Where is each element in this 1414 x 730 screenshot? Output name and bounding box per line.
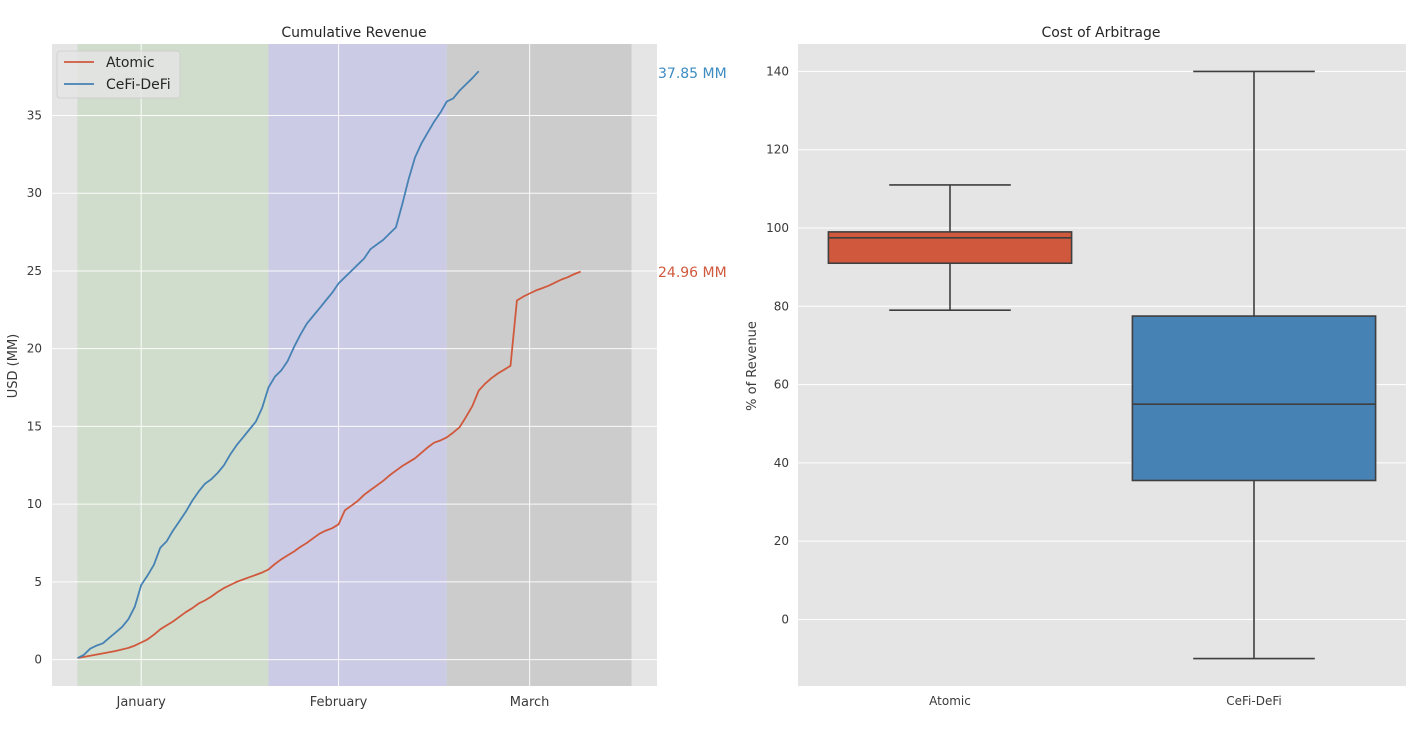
end-label-cefi-defi: 37.85 MM <box>658 66 727 82</box>
left-y-tick-label: 0 <box>34 653 42 667</box>
legend: Atomic CeFi-DeFi <box>56 50 181 99</box>
series-line-atomic <box>77 270 581 659</box>
iqr-box-cefi-defi <box>1131 315 1377 482</box>
series-line-cefi-defi <box>77 70 480 659</box>
month-band-february <box>268 44 447 686</box>
right-y-tick-label: 0 <box>781 612 789 626</box>
iqr-box-atomic <box>827 231 1073 265</box>
left-x-tick-labels: January February March <box>116 695 550 710</box>
left-y-tick-label: 25 <box>27 264 42 278</box>
right-y-tick-labels: 0 20 40 60 80 100 120 140 <box>766 64 789 626</box>
month-tick-march: March <box>510 695 550 710</box>
left-y-tick-label: 5 <box>34 575 42 589</box>
right-y-tick-label: 100 <box>766 221 789 235</box>
box-plot-atomic <box>827 184 1073 311</box>
right-chart-title: Cost of Arbitrage <box>1042 25 1161 41</box>
right-y-tick-label: 140 <box>766 64 789 78</box>
month-band-january <box>77 44 269 686</box>
right-y-tick-label: 60 <box>774 378 789 392</box>
month-tick-january: January <box>116 695 167 710</box>
box-plot-cefi-defi <box>1131 70 1377 660</box>
right-y-axis-label: % of Revenue <box>745 321 760 411</box>
month-band-march <box>446 44 632 686</box>
month-tick-february: February <box>310 695 368 710</box>
left-y-tick-label: 20 <box>27 342 42 356</box>
legend-label-atomic: Atomic <box>106 55 155 71</box>
right-y-tick-label: 20 <box>774 534 789 548</box>
left-y-tick-label: 35 <box>27 109 42 123</box>
left-y-tick-label: 30 <box>27 186 42 200</box>
right-gridlines <box>798 70 1406 620</box>
right-x-tick-labels: Atomic CeFi-DeFi <box>929 694 1282 708</box>
box-plots <box>827 70 1377 660</box>
cumulative-revenue-chart: 0 5 10 15 20 25 30 35 January February March Cumu… <box>6 25 727 710</box>
right-y-tick-label: 40 <box>774 456 789 470</box>
left-series-lines <box>77 70 581 659</box>
right-y-tick-label: 120 <box>766 143 789 157</box>
left-y-tick-labels: 0 5 10 15 20 25 30 35 <box>27 109 42 667</box>
cost-of-arbitrage-chart: 0 20 40 60 80 100 120 140 Atomic CeFi-DeFi Cost … <box>745 25 1406 708</box>
category-label-atomic: Atomic <box>929 694 971 708</box>
right-y-tick-label: 80 <box>774 299 789 313</box>
left-y-tick-label: 10 <box>27 497 42 511</box>
left-chart-title: Cumulative Revenue <box>281 25 426 41</box>
end-label-atomic: 24.96 MM <box>658 265 727 281</box>
left-y-axis-label: USD (MM) <box>6 334 21 399</box>
legend-label-cefi-defi: CeFi-DeFi <box>106 77 171 93</box>
category-label-cefi-defi: CeFi-DeFi <box>1226 694 1281 708</box>
left-y-tick-label: 15 <box>27 419 42 433</box>
month-bands <box>77 44 632 686</box>
